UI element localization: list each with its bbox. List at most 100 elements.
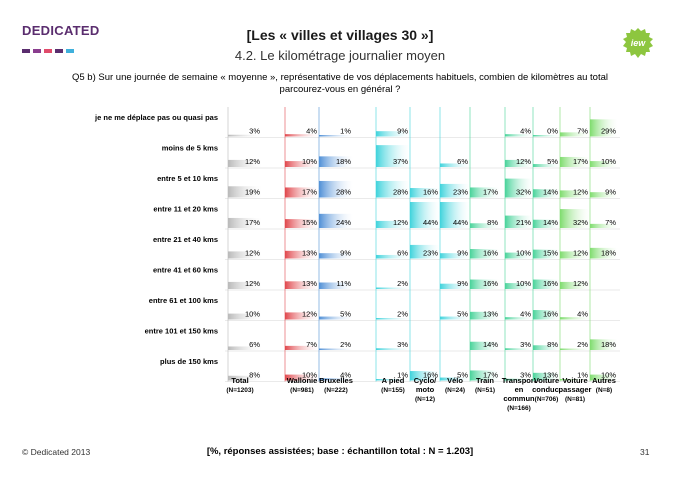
- data-bar: [228, 281, 262, 289]
- column-header: conduc.: [532, 385, 561, 394]
- data-label: 9%: [457, 279, 468, 288]
- data-label: 2%: [577, 340, 588, 349]
- data-label: 12%: [573, 188, 588, 197]
- data-bar: [505, 283, 533, 289]
- data-bar: [285, 312, 319, 320]
- data-label: 12%: [245, 279, 260, 288]
- data-label: 17%: [483, 371, 498, 380]
- column-base: (N=222): [324, 387, 348, 394]
- data-bar: [560, 251, 590, 259]
- data-bar: [533, 135, 560, 137]
- data-label: 14%: [543, 218, 558, 227]
- data-bar: [285, 134, 319, 137]
- column-header: A pied: [382, 376, 405, 385]
- column-header: Autres: [592, 376, 616, 385]
- data-label: 5%: [457, 371, 468, 380]
- data-label: 32%: [516, 188, 531, 197]
- data-bar: [470, 249, 500, 259]
- data-label: 10%: [302, 157, 317, 166]
- column-base: (N=8): [596, 387, 612, 394]
- data-bar: [470, 311, 500, 320]
- data-label: 16%: [483, 249, 498, 258]
- data-label: 10%: [245, 310, 260, 319]
- data-bar: [376, 131, 410, 137]
- data-label: 8%: [249, 371, 260, 380]
- data-label: 7%: [306, 340, 317, 349]
- data-bar: [319, 282, 353, 289]
- column-header: Bruxelles: [319, 376, 353, 385]
- data-bar: [505, 317, 533, 320]
- data-label: 4%: [340, 371, 351, 380]
- data-bar: [590, 192, 618, 198]
- column-base: (N=155): [381, 387, 405, 394]
- data-label: 6%: [397, 249, 408, 258]
- data-bar: [228, 159, 262, 167]
- data-label: 10%: [601, 157, 616, 166]
- data-bar: [470, 341, 500, 350]
- column-base: (N=12): [415, 396, 435, 403]
- data-label: 1%: [397, 371, 408, 380]
- data-bar: [440, 202, 470, 228]
- data-bar: [319, 316, 353, 320]
- data-bar: [319, 253, 353, 259]
- data-label: 2%: [397, 279, 408, 288]
- data-bar: [590, 374, 618, 381]
- data-label: 2%: [397, 310, 408, 319]
- data-bar: [319, 348, 353, 350]
- data-bar: [533, 189, 560, 198]
- column-header: Total: [231, 376, 248, 385]
- data-label: 10%: [601, 371, 616, 380]
- data-bar: [470, 370, 500, 381]
- column-base: (N=706): [535, 396, 559, 403]
- column-base: (N=1203): [226, 387, 253, 394]
- page-title: [Les « villes et villages 30 »]: [246, 27, 434, 43]
- data-label: 5%: [457, 310, 468, 319]
- data-label: 8%: [487, 218, 498, 227]
- data-label: 4%: [306, 127, 317, 136]
- data-label: 16%: [423, 371, 438, 380]
- column-header: Voiture: [534, 376, 559, 385]
- data-bar: [440, 183, 470, 198]
- data-bar: [319, 135, 353, 137]
- footer-copyright: © Dedicated 2013: [22, 447, 91, 457]
- data-label: 3%: [520, 340, 531, 349]
- data-bar: [560, 156, 590, 167]
- data-bar: [560, 379, 590, 381]
- data-label: 28%: [336, 188, 351, 197]
- column-base: (N=166): [507, 405, 531, 412]
- row-label: entre 21 et 40 kms: [153, 235, 218, 244]
- data-bar: [319, 180, 353, 198]
- data-bar: [560, 317, 590, 320]
- page-number: 31: [640, 447, 650, 457]
- data-label: 14%: [543, 188, 558, 197]
- data-label: 0%: [547, 127, 558, 136]
- data-bar: [533, 219, 560, 228]
- data-label: 14%: [483, 340, 498, 349]
- data-bar: [440, 163, 470, 167]
- data-label: 7%: [577, 127, 588, 136]
- data-bar: [533, 310, 560, 320]
- iew-badge-icon: iew: [623, 28, 653, 58]
- data-label: 12%: [393, 218, 408, 227]
- data-bar: [440, 316, 470, 320]
- data-label: 9%: [340, 249, 351, 258]
- data-bar: [228, 313, 262, 320]
- data-bar: [410, 371, 440, 381]
- data-label: 18%: [601, 249, 616, 258]
- data-label: 17%: [245, 218, 260, 227]
- row-label: je ne me déplace pas ou quasi pas: [94, 113, 218, 122]
- row-label: entre 5 et 10 kms: [157, 174, 218, 183]
- data-label: 1%: [340, 127, 351, 136]
- row-label: moins de 5 kms: [162, 144, 218, 153]
- data-bar: [533, 164, 560, 167]
- page-subtitle: 4.2. Le kilométrage journalier moyen: [234, 48, 446, 63]
- data-bar: [285, 161, 319, 167]
- column-base: (N=81): [565, 396, 585, 403]
- iew-badge-label: iew: [631, 38, 647, 48]
- data-bar: [319, 213, 353, 228]
- column-base: (N=51): [475, 387, 495, 394]
- data-bar: [228, 134, 262, 137]
- data-bar: [319, 378, 353, 381]
- column-header: moto: [416, 385, 435, 394]
